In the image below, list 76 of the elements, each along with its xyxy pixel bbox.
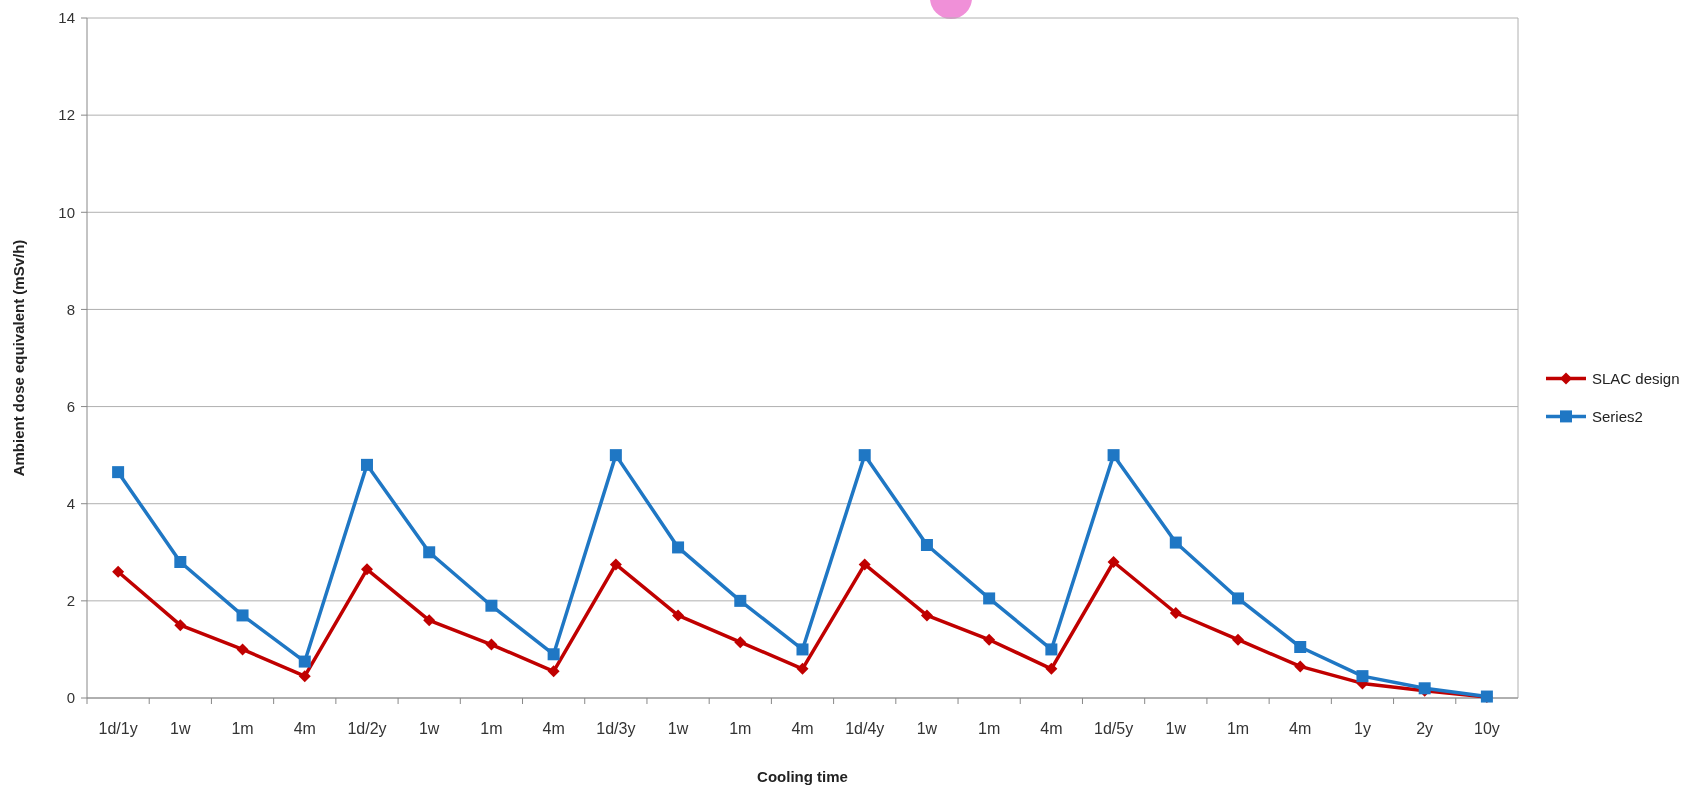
point: [734, 636, 747, 649]
point: [547, 648, 560, 661]
x-tick-label: 1d/1y: [98, 720, 138, 737]
point: [1356, 670, 1369, 683]
x-tick-label: 1w: [1165, 720, 1187, 737]
x-tick-label: 4m: [1040, 720, 1063, 737]
point: [360, 458, 373, 471]
point: [112, 565, 125, 578]
legend-label: Series2: [1592, 407, 1643, 425]
point: [236, 609, 249, 622]
x-tick-label: 1d/2y: [347, 720, 387, 737]
y-tick-label: 0: [66, 689, 75, 707]
y-tick-label: 6: [66, 397, 75, 415]
point: [1294, 641, 1307, 653]
point: [298, 670, 311, 683]
point: [485, 599, 498, 612]
x-tick-label: 1y: [1354, 720, 1371, 737]
point: [1045, 643, 1058, 656]
x-tick-label: 10y: [1473, 720, 1500, 737]
x-tick-label: 1m: [480, 720, 503, 737]
point: [1045, 662, 1058, 675]
x-tick-label: 1d/5y: [1094, 720, 1134, 737]
point: [1169, 607, 1182, 619]
point: [547, 665, 560, 678]
legend-label: SLAC design: [1592, 369, 1680, 387]
x-tick-label: 1m: [978, 720, 1001, 737]
point: [1232, 633, 1245, 646]
point: [609, 449, 622, 462]
point: [920, 609, 933, 622]
point: [796, 643, 809, 656]
point: [796, 662, 809, 675]
point: [1107, 449, 1120, 462]
point: [1294, 660, 1307, 673]
x-tick-label: 4m: [542, 720, 565, 737]
point: [1232, 592, 1245, 605]
x-tick-label: 1d/4y: [845, 720, 885, 737]
point: [1107, 556, 1120, 568]
point: [672, 609, 685, 622]
point: [423, 546, 436, 559]
x-tick-label: 4m: [791, 720, 814, 737]
x-tick-label: 1w: [916, 720, 938, 737]
x-tick-label: 1w: [667, 720, 689, 737]
y-tick-label: 2: [66, 592, 75, 610]
x-axis-title: Cooling time: [757, 768, 848, 785]
x-tick-label: 1m: [1226, 720, 1250, 737]
x-tick-label: 1d/3y: [596, 720, 636, 737]
point: [858, 558, 871, 571]
x-tick-label: 4m: [1289, 720, 1312, 737]
point: [1169, 536, 1182, 549]
y-axis-title: Ambient dose equivalent (mSv/h): [10, 239, 27, 477]
point: [236, 643, 249, 656]
point: [360, 563, 373, 576]
x-tick-label: 1w: [418, 720, 440, 737]
x-tick-label: 4m: [293, 720, 316, 737]
point: [858, 449, 871, 462]
point: [112, 466, 125, 479]
y-tick-label: 8: [66, 300, 75, 318]
point: [672, 541, 685, 554]
point: [920, 539, 933, 551]
point: [174, 556, 187, 568]
point: [983, 633, 996, 646]
point: [734, 594, 747, 607]
point: [983, 592, 996, 605]
x-tick-label: 1w: [170, 720, 191, 737]
point: [423, 614, 436, 627]
x-tick-label: 2y: [1416, 720, 1434, 737]
x-tick-label: 1m: [729, 720, 752, 737]
point: [609, 558, 622, 571]
y-tick-label: 12: [58, 106, 75, 124]
point: [298, 655, 311, 668]
point: [485, 638, 498, 651]
point: [174, 619, 187, 632]
y-tick-label: 10: [58, 203, 75, 221]
y-tick-label: 14: [58, 9, 75, 27]
y-tick-label: 4: [66, 494, 75, 512]
x-tick-label: 1m: [231, 720, 254, 737]
